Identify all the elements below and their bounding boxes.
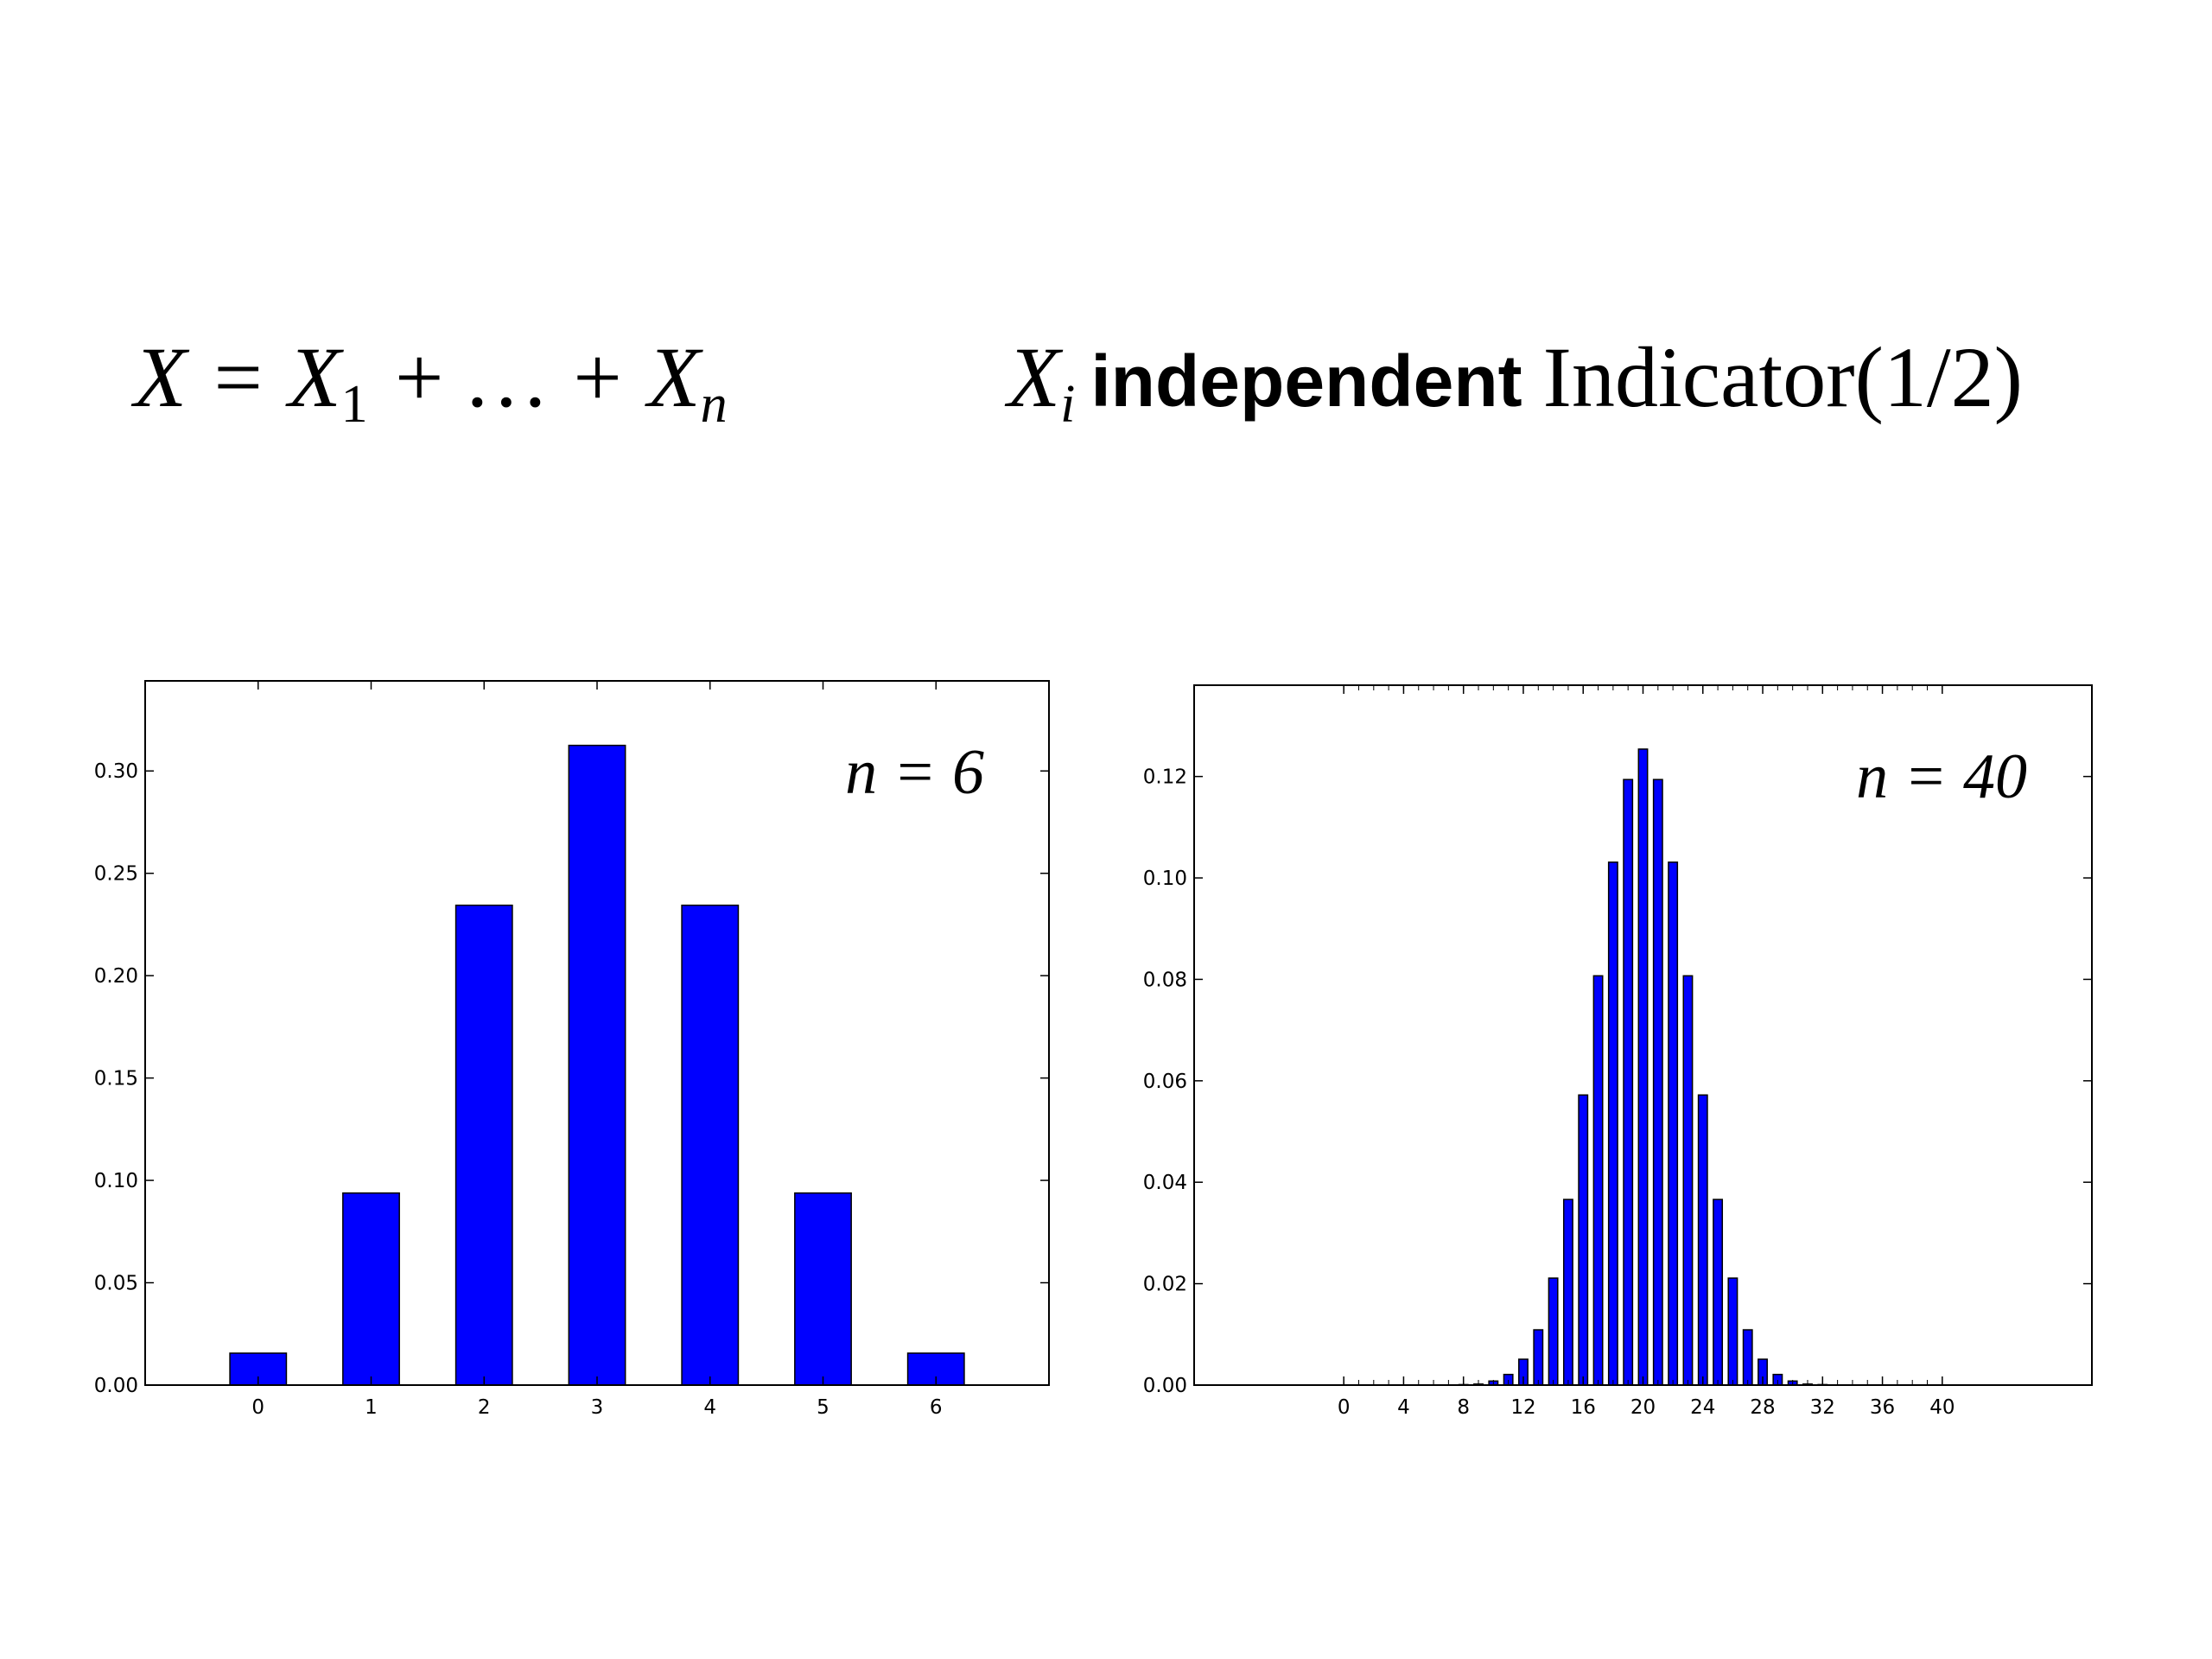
y-tick-label: 0.08 [1143,969,1187,991]
y-tick-label: 0.00 [94,1375,138,1397]
x-tick-label: 5 [817,1396,830,1419]
y-tick-label: 0.20 [94,965,138,988]
bar [342,1192,400,1386]
bar [1578,1094,1589,1386]
subscript: 1 [341,375,368,434]
bar [1562,1198,1573,1386]
chart: 0.00 0.02 0.04 0.06 0.08 0.10 0.12 0 4 8 12 16 20 24 2… [1143,684,2093,1419]
x-tick-label: 16 [1571,1396,1596,1419]
bar [1592,975,1604,1386]
x-tick-label: 4 [703,1396,716,1419]
emphasis: independent [1090,340,1522,422]
x-tick-label: 3 [591,1396,604,1419]
formula: X = X1 + … + Xn [130,329,728,434]
bar [1652,779,1663,1386]
y-tick-label: 0.02 [1143,1274,1187,1296]
subscript: i [1060,375,1075,434]
y-tick-label: 0.06 [1143,1071,1187,1093]
y-tick-label: 0.10 [94,1170,138,1192]
bar [1668,861,1679,1386]
subscript: n [701,375,728,434]
bar [1533,1329,1544,1386]
bar [1727,1277,1738,1386]
bar [794,1192,852,1386]
x-tick-label: 2 [478,1396,491,1419]
bar [1682,975,1694,1386]
annotation: n = 6 [845,737,984,808]
variable: X [1004,329,1064,425]
x-tick-label: 8 [1457,1396,1470,1419]
y-tick-label: 0.12 [1143,766,1187,789]
x-tick-label: 12 [1510,1396,1535,1419]
y-tick-label: 0.00 [1143,1375,1187,1397]
x-tick-label: 4 [1397,1396,1410,1419]
x-tick-label: 0 [251,1396,264,1419]
y-tick-label: 0.15 [94,1068,138,1090]
condition: Xi independent Indicator(1/2) [1004,329,2023,434]
bar [1607,861,1618,1386]
annotation: n = 40 [1856,741,2027,812]
x-tick-label: 32 [1810,1396,1835,1419]
bar [1713,1198,1724,1386]
x-tick-label: 36 [1870,1396,1895,1419]
x-tick-label: 40 [1929,1396,1955,1419]
x-tick-label: 28 [1750,1396,1775,1419]
x-tick-label: 1 [365,1396,378,1419]
y-tick-label: 0.04 [1143,1172,1187,1194]
bar [568,744,626,1386]
x-tick-label: 20 [1630,1396,1656,1419]
x-tick-label: 6 [930,1396,943,1419]
y-tick-label: 0.10 [1143,868,1187,890]
formula-part: + … + X [368,329,704,425]
chart: 0.00 0.05 0.10 0.15 0.20 0.25 0.30 0 1 2 3 4 5 6 n = 6 [94,680,1050,1419]
bar [1637,748,1649,1386]
y-tick-label: 0.30 [94,760,138,783]
x-tick-label: 24 [1690,1396,1715,1419]
bar [1548,1277,1559,1386]
condition-text: Indicator(1/2) [1543,329,2023,425]
x-tick-label: 0 [1338,1396,1351,1419]
bar [1697,1094,1708,1386]
y-tick-label: 0.05 [94,1273,138,1295]
formula-part: X = X [130,329,345,425]
bar [454,904,513,1386]
bar [1623,779,1634,1386]
bar [681,904,740,1386]
bar [1742,1329,1753,1386]
y-tick-label: 0.25 [94,863,138,886]
